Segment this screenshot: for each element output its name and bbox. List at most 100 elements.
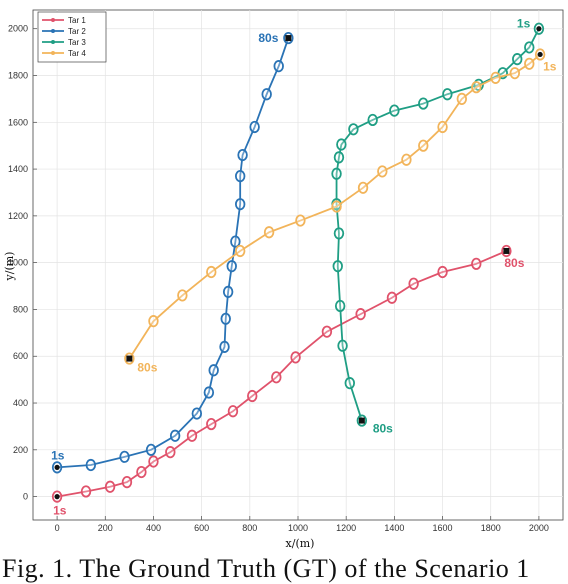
data-point bbox=[377, 165, 388, 178]
start-time-label: 1s bbox=[53, 504, 67, 518]
data-point bbox=[186, 429, 198, 442]
data-point bbox=[333, 227, 345, 240]
data-point bbox=[226, 260, 237, 273]
legend-marker bbox=[51, 51, 55, 55]
legend-label: Tar 3 bbox=[68, 38, 86, 47]
data-point bbox=[230, 235, 241, 248]
end-time-label: 80s bbox=[373, 422, 393, 436]
data-point bbox=[191, 407, 203, 420]
data-point bbox=[263, 226, 275, 239]
y-tick-label: 0 bbox=[23, 492, 28, 502]
data-point bbox=[104, 480, 116, 493]
data-point bbox=[471, 257, 482, 270]
data-point bbox=[222, 285, 234, 299]
legend-label: Tar 1 bbox=[68, 16, 86, 25]
data-point bbox=[237, 148, 248, 162]
data-point bbox=[332, 260, 343, 273]
data-point bbox=[271, 371, 282, 384]
x-tick-label: 200 bbox=[98, 523, 113, 533]
data-point bbox=[295, 214, 306, 227]
end-marker bbox=[503, 247, 510, 254]
data-point bbox=[389, 104, 400, 117]
data-point bbox=[220, 312, 231, 325]
legend-marker bbox=[51, 18, 55, 22]
end-time-label: 80s bbox=[504, 256, 524, 270]
data-point bbox=[401, 153, 412, 166]
data-point bbox=[418, 97, 429, 110]
data-point bbox=[471, 81, 482, 94]
x-axis-label: x/(m) bbox=[286, 537, 315, 550]
legend-item: Tar 1 bbox=[42, 16, 86, 25]
data-point bbox=[490, 71, 501, 84]
data-point bbox=[234, 244, 246, 258]
data-point bbox=[203, 386, 215, 399]
x-tick-label: 400 bbox=[146, 523, 161, 533]
data-point bbox=[321, 325, 333, 338]
legend: Tar 1 Tar 2 Tar 3 Tar 4 bbox=[37, 11, 107, 63]
data-point bbox=[367, 113, 378, 127]
data-point bbox=[119, 450, 130, 463]
data-point bbox=[261, 88, 272, 101]
x-tick-label: 1800 bbox=[481, 523, 501, 533]
data-point bbox=[249, 120, 260, 134]
x-tick-label: 1600 bbox=[433, 523, 453, 533]
data-point bbox=[206, 265, 217, 279]
data-point bbox=[219, 340, 230, 353]
data-point bbox=[148, 455, 159, 468]
y-tick-label: 400 bbox=[13, 398, 28, 408]
data-point bbox=[145, 443, 157, 456]
end-marker bbox=[126, 355, 133, 362]
data-point bbox=[290, 351, 301, 364]
data-point bbox=[234, 170, 246, 183]
legend-label: Tar 4 bbox=[68, 49, 86, 58]
legend-item: Tar 4 bbox=[42, 49, 86, 58]
end-marker bbox=[285, 35, 292, 42]
y-tick-label: 1600 bbox=[8, 117, 28, 127]
data-point bbox=[165, 446, 176, 459]
end-time-label: 80s bbox=[137, 361, 157, 375]
x-tick-label: 1400 bbox=[384, 523, 404, 533]
data-point bbox=[456, 92, 468, 105]
legend-marker bbox=[51, 29, 55, 33]
y-tick-label: 1200 bbox=[8, 211, 28, 221]
data-point bbox=[437, 120, 448, 134]
data-point bbox=[512, 53, 523, 66]
legend-items: Tar 1 Tar 2 Tar 3 Tar 4 bbox=[42, 16, 86, 58]
start-marker bbox=[537, 51, 543, 58]
data-point bbox=[442, 88, 453, 101]
data-point bbox=[247, 389, 258, 403]
annotations: 1s 80s 1s 80s 1s 80s 1s 80s bbox=[51, 17, 557, 518]
data-point bbox=[386, 291, 398, 304]
data-point bbox=[80, 485, 92, 498]
data-point bbox=[524, 57, 535, 70]
end-marker bbox=[358, 417, 365, 424]
start-marker bbox=[54, 464, 60, 470]
data-point bbox=[206, 417, 217, 431]
y-tick-label: 200 bbox=[13, 445, 28, 455]
data-point bbox=[273, 60, 284, 73]
data-point bbox=[234, 198, 246, 211]
x-tick-label: 0 bbox=[55, 523, 60, 533]
series-1 bbox=[51, 244, 512, 503]
start-marker bbox=[536, 26, 542, 32]
series-4 bbox=[124, 48, 546, 365]
legend-item: Tar 3 bbox=[42, 38, 86, 47]
data-point bbox=[148, 315, 159, 328]
y-axis-label: y/(m) bbox=[3, 252, 16, 282]
data-point bbox=[337, 339, 348, 352]
data-point bbox=[524, 41, 535, 54]
data-point bbox=[344, 377, 355, 390]
start-marker bbox=[54, 494, 60, 500]
data-point bbox=[509, 67, 521, 80]
x-tick-label: 800 bbox=[242, 523, 257, 533]
start-time-label: 1s bbox=[543, 59, 557, 73]
y-tick-label: 1000 bbox=[8, 258, 28, 268]
data-point bbox=[348, 123, 359, 136]
legend-label: Tar 2 bbox=[68, 27, 86, 36]
data-point bbox=[169, 429, 181, 442]
data-point bbox=[355, 308, 366, 321]
x-tick-label: 1000 bbox=[288, 523, 308, 533]
figure-caption: Fig. 1. The Ground Truth (GT) of the Sce… bbox=[2, 554, 530, 583]
series-group bbox=[51, 22, 546, 503]
